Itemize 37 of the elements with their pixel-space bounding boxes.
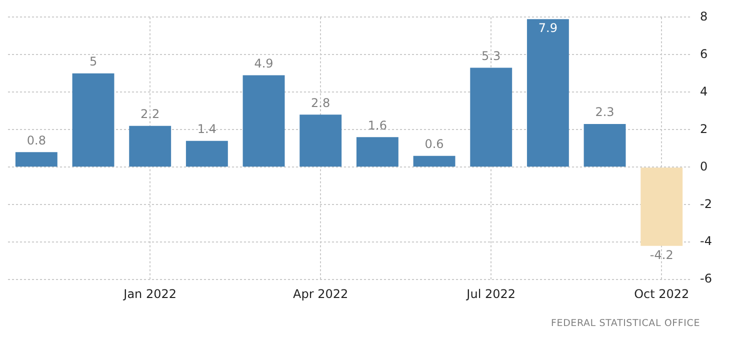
data-label: 1.6 bbox=[368, 118, 387, 132]
bar bbox=[186, 140, 228, 167]
bar bbox=[584, 124, 626, 167]
bar bbox=[242, 75, 285, 167]
data-label: 0.6 bbox=[424, 137, 444, 152]
y-tick-label: 4 bbox=[700, 84, 708, 98]
x-tick-label: Jan 2022 bbox=[122, 286, 177, 301]
bar bbox=[300, 114, 342, 167]
y-tick-label: 8 bbox=[700, 9, 708, 24]
x-tick-label: Apr 2022 bbox=[293, 286, 348, 301]
text: FEDERAL STATISTICAL OFFICE bbox=[550, 318, 700, 329]
bar bbox=[470, 68, 512, 167]
bar bbox=[526, 19, 569, 167]
y-tick-label: 0 bbox=[700, 159, 708, 174]
bar bbox=[640, 168, 683, 246]
data-label: 1.4 bbox=[197, 122, 216, 136]
data-label: 2.3 bbox=[595, 105, 614, 120]
data-label: -4.2 bbox=[650, 248, 674, 262]
data-label: 2.2 bbox=[140, 107, 160, 122]
y-tick-label: -2 bbox=[700, 196, 712, 211]
bar bbox=[356, 137, 398, 167]
data-label: 4.9 bbox=[254, 56, 274, 70]
data-label: 7.9 bbox=[538, 21, 558, 36]
data-label: 0.8 bbox=[26, 133, 46, 148]
y-tick-label: 2 bbox=[700, 122, 708, 136]
data-label: 5.3 bbox=[482, 48, 501, 63]
bar bbox=[413, 156, 456, 167]
x-tick-label: Oct 2022 bbox=[634, 286, 690, 301]
y-tick-label: -4 bbox=[700, 234, 712, 248]
x-tick-label: Jul 2022 bbox=[466, 286, 516, 301]
bar bbox=[15, 152, 58, 167]
bar bbox=[129, 126, 172, 167]
data-label: 5 bbox=[89, 54, 98, 69]
y-tick-label: 6 bbox=[700, 46, 708, 61]
y-tick-label: -6 bbox=[700, 272, 712, 286]
bar bbox=[72, 73, 114, 167]
data-label: 2.8 bbox=[311, 96, 330, 110]
